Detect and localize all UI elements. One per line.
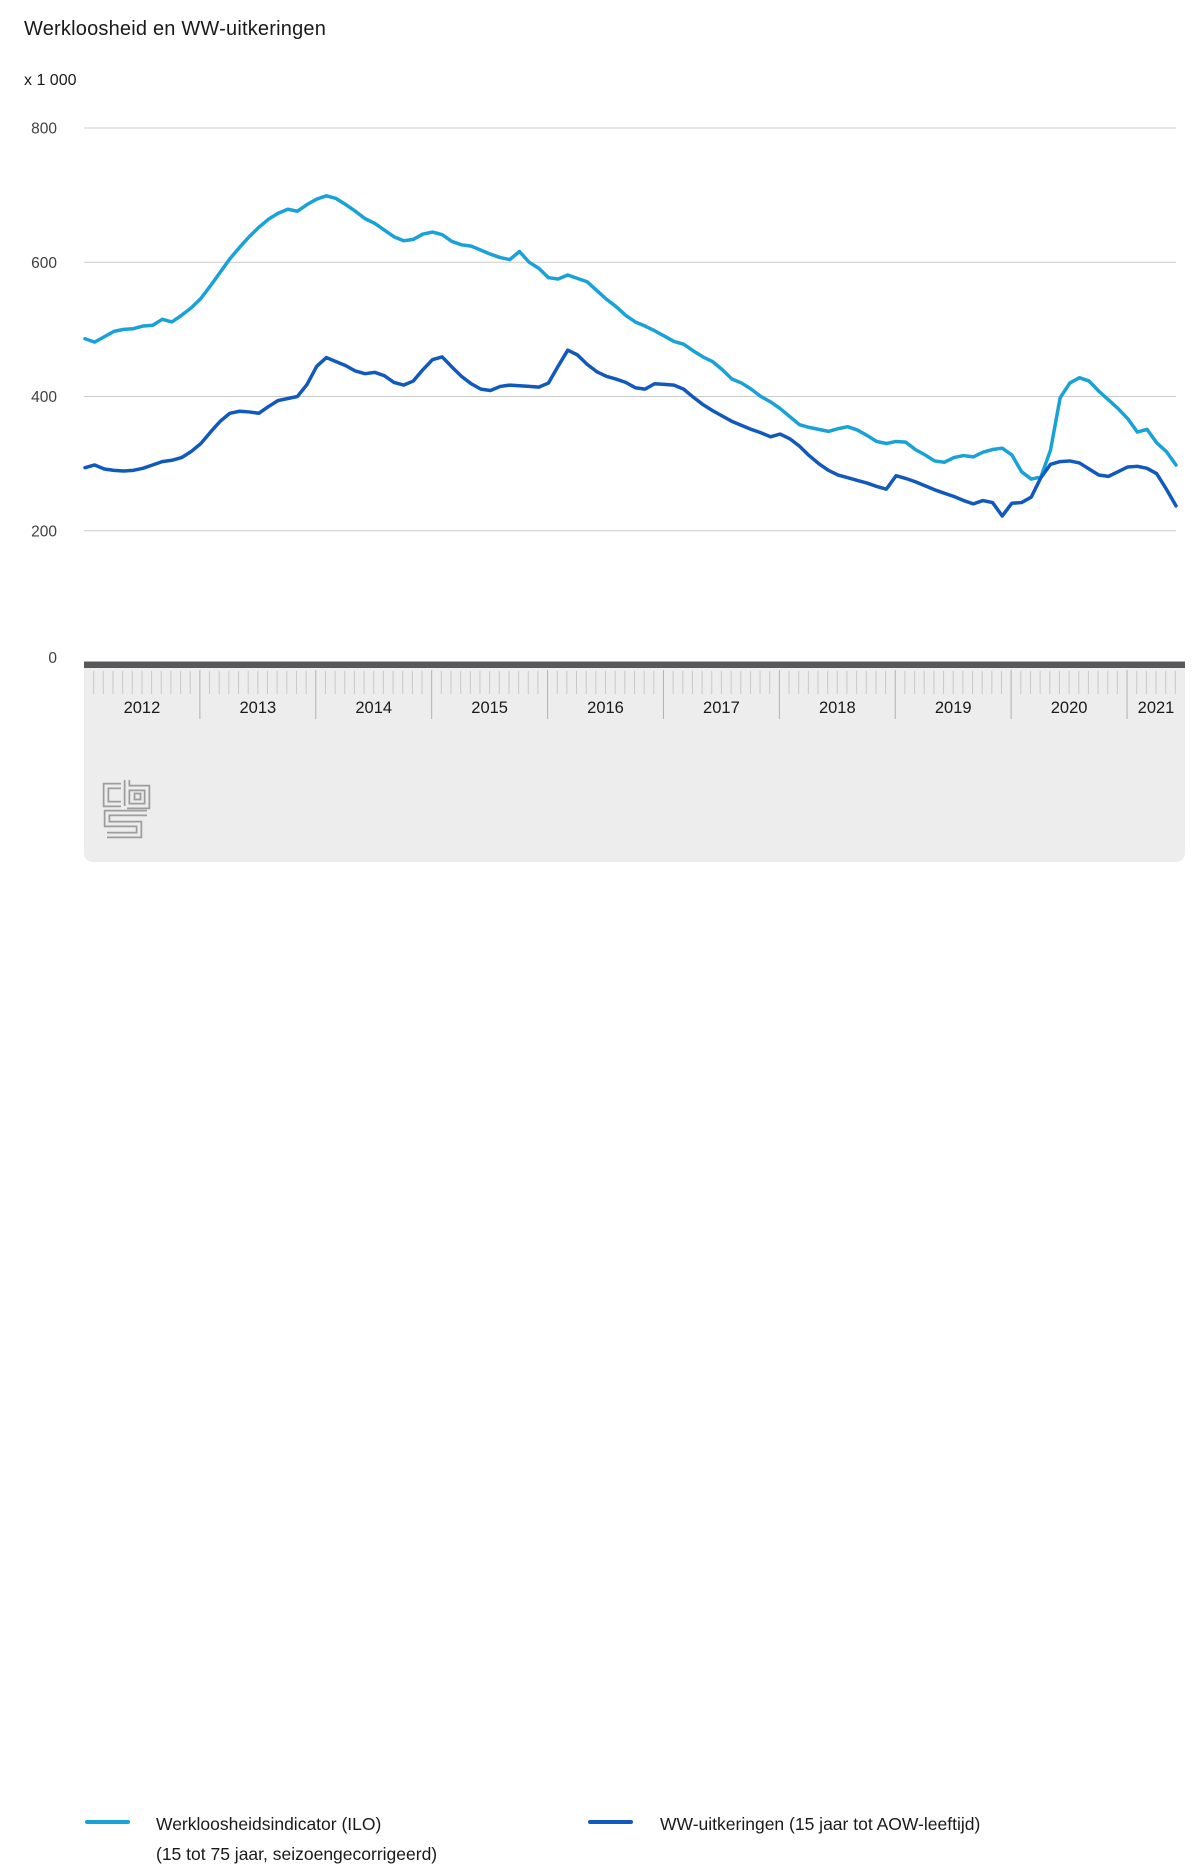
ilo-series-swatch [85,1820,130,1824]
cbs-logo-part-inner-0 [104,784,121,806]
x-axis-year-label-2016: 2016 [587,699,624,717]
x-axis-bar [84,661,1185,668]
x-axis-year-label-2012: 2012 [124,699,161,717]
cbs-logo-b-counter [133,792,142,801]
legend-label-ww-line1: WW-uitkeringen (15 jaar tot AOW-leeftijd… [660,1814,981,1834]
x-axis-year-label-2013: 2013 [239,699,276,717]
chart-legend: Werkloosheidsindicator (ILO) (15 tot 75 … [0,903,1200,1864]
legend-label-ww: WW-uitkeringen (15 jaar tot AOW-leeftijd… [660,1809,1180,1839]
x-axis-year-label-2020: 2020 [1051,699,1088,717]
chart-title: Werkloosheid en WW-uitkeringen [24,18,327,40]
y-tick-label-0: 0 [48,650,57,667]
line-chart: 0 200 400 600 800 2012 2013 2014 2015 2016 2017 201… [31,121,1185,862]
y-tick-label-600: 600 [31,255,57,272]
cbs-logo-part-inner-1 [125,780,149,808]
ilo-series-line [83,194,1178,481]
x-axis-year-label-2019: 2019 [935,699,972,717]
legend-label-ilo-line1: Werkloosheidsindicator (ILO) [156,1814,382,1834]
ww-series-line [83,348,1178,518]
x-axis-year-label-2015: 2015 [471,699,508,717]
x-axis-year-label-2021: 2021 [1138,699,1175,717]
y-tick-label-200: 200 [31,523,57,540]
y-tick-label-400: 400 [31,389,57,406]
y-tick-label-800: 800 [31,121,57,138]
ww-series-swatch [588,1820,633,1824]
legend-label-ilo: Werkloosheidsindicator (ILO) (15 tot 75 … [156,1809,586,1869]
y-axis-unit-label: x 1 000 [24,72,77,89]
x-axis-band [84,668,1185,862]
legend-label-ilo-line2: (15 tot 75 jaar, seizoengecorrigeerd) [156,1844,438,1864]
x-axis-year-label-2018: 2018 [819,699,856,717]
x-axis-year-label-2017: 2017 [703,699,740,717]
cbs-logo-part-inner-2 [105,811,147,837]
x-axis-year-label-2014: 2014 [355,699,392,717]
